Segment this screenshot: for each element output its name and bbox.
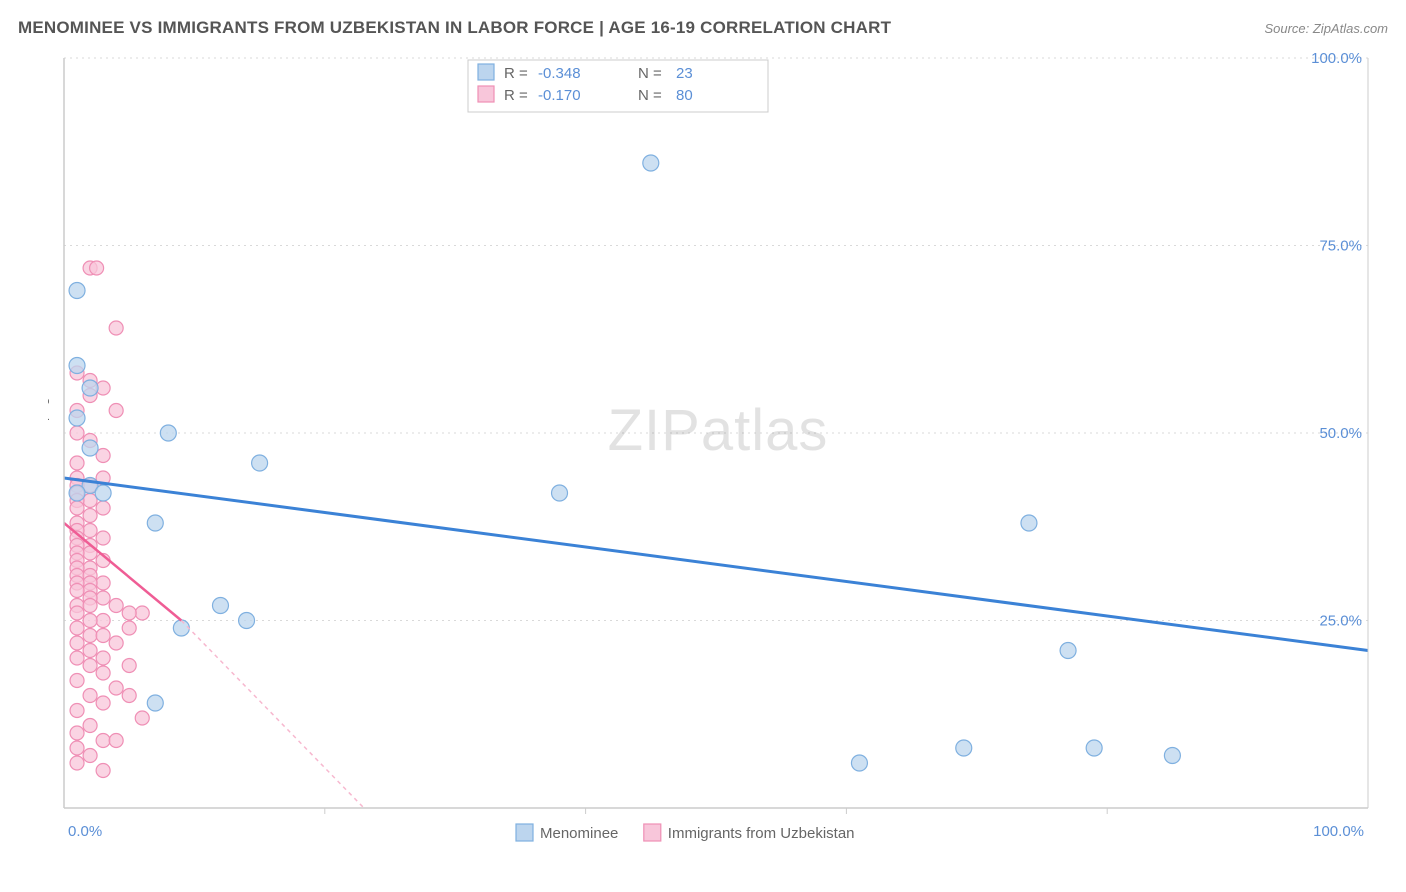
scatter-point	[851, 755, 867, 771]
scatter-point	[122, 689, 136, 703]
scatter-point	[96, 531, 110, 545]
scatter-point	[70, 636, 84, 650]
stats-r-label: R =	[504, 65, 528, 82]
scatter-point	[1060, 643, 1076, 659]
source-label: Source: ZipAtlas.com	[1264, 21, 1388, 36]
scatter-point	[70, 621, 84, 635]
stats-r-label: R =	[504, 87, 528, 104]
scatter-point	[96, 591, 110, 605]
scatter-point	[83, 599, 97, 613]
scatter-point	[552, 485, 568, 501]
watermark: ZIPatlas	[608, 398, 829, 463]
scatter-point	[70, 741, 84, 755]
scatter-point	[96, 501, 110, 515]
scatter-point	[70, 674, 84, 688]
legend-swatch	[478, 64, 494, 80]
scatter-point	[83, 644, 97, 658]
scatter-point	[147, 515, 163, 531]
scatter-point	[69, 358, 85, 374]
x-tick-label: 100.0%	[1313, 823, 1364, 840]
scatter-point	[83, 509, 97, 523]
scatter-point	[122, 659, 136, 673]
scatter-point	[135, 711, 149, 725]
trend-line-uzbekistan-ext	[181, 621, 364, 809]
scatter-point	[83, 524, 97, 538]
stats-n-value: 23	[676, 65, 693, 82]
scatter-point	[109, 681, 123, 695]
scatter-point	[96, 614, 110, 628]
scatter-point	[83, 719, 97, 733]
scatter-point	[96, 651, 110, 665]
scatter-point	[96, 629, 110, 643]
y-axis-label: In Labor Force | Age 16-19	[48, 350, 49, 517]
page-title: MENOMINEE VS IMMIGRANTS FROM UZBEKISTAN …	[18, 18, 891, 38]
scatter-point	[160, 425, 176, 441]
scatter-point	[69, 485, 85, 501]
scatter-point	[956, 740, 972, 756]
legend-swatch	[478, 86, 494, 102]
scatter-point	[135, 606, 149, 620]
y-tick-label: 100.0%	[1311, 50, 1362, 67]
scatter-point	[173, 620, 189, 636]
scatter-point	[82, 380, 98, 396]
scatter-point	[96, 576, 110, 590]
scatter-point	[90, 261, 104, 275]
scatter-point	[95, 485, 111, 501]
scatter-point	[70, 426, 84, 440]
scatter-point	[109, 636, 123, 650]
scatter-point	[70, 456, 84, 470]
scatter-point	[69, 410, 85, 426]
scatter-point	[96, 734, 110, 748]
scatter-point	[147, 695, 163, 711]
scatter-point	[109, 321, 123, 335]
correlation-chart: 25.0% 50.0% 75.0% 100.0% ZIPatlas 0.0% 100.0% I…	[48, 50, 1388, 852]
scatter-point	[70, 606, 84, 620]
scatter-point	[70, 651, 84, 665]
scatter-point	[70, 584, 84, 598]
scatter-point	[83, 629, 97, 643]
scatter-point	[1021, 515, 1037, 531]
scatter-point	[83, 749, 97, 763]
scatter-point	[212, 598, 228, 614]
legend-label: Menominee	[540, 825, 618, 842]
scatter-point	[96, 764, 110, 778]
scatter-point	[70, 756, 84, 770]
legend-swatch	[516, 824, 533, 841]
scatter-point	[96, 696, 110, 710]
scatter-point	[109, 404, 123, 418]
stats-r-value: -0.170	[538, 87, 581, 104]
scatter-point	[83, 659, 97, 673]
legend-label: Immigrants from Uzbekistan	[668, 825, 855, 842]
scatter-point	[69, 283, 85, 299]
y-tick-label: 25.0%	[1319, 613, 1362, 630]
stats-n-label: N =	[638, 87, 662, 104]
scatter-point	[122, 606, 136, 620]
legend-swatch	[644, 824, 661, 841]
scatter-point	[82, 440, 98, 456]
x-tick-label: 0.0%	[68, 823, 102, 840]
stats-n-label: N =	[638, 65, 662, 82]
scatter-point	[643, 155, 659, 171]
scatter-point	[109, 599, 123, 613]
scatter-point	[109, 734, 123, 748]
scatter-point	[239, 613, 255, 629]
scatter-point	[1086, 740, 1102, 756]
scatter-point	[252, 455, 268, 471]
scatter-point	[70, 501, 84, 515]
scatter-point	[83, 614, 97, 628]
scatter-point	[1164, 748, 1180, 764]
stats-r-value: -0.348	[538, 65, 581, 82]
y-tick-label: 75.0%	[1319, 238, 1362, 255]
stats-n-value: 80	[676, 87, 693, 104]
y-tick-label: 50.0%	[1319, 425, 1362, 442]
trend-line-menominee	[64, 478, 1368, 651]
scatter-point	[122, 621, 136, 635]
scatter-point	[70, 704, 84, 718]
scatter-point	[83, 689, 97, 703]
scatter-point	[96, 666, 110, 680]
scatter-point	[70, 726, 84, 740]
